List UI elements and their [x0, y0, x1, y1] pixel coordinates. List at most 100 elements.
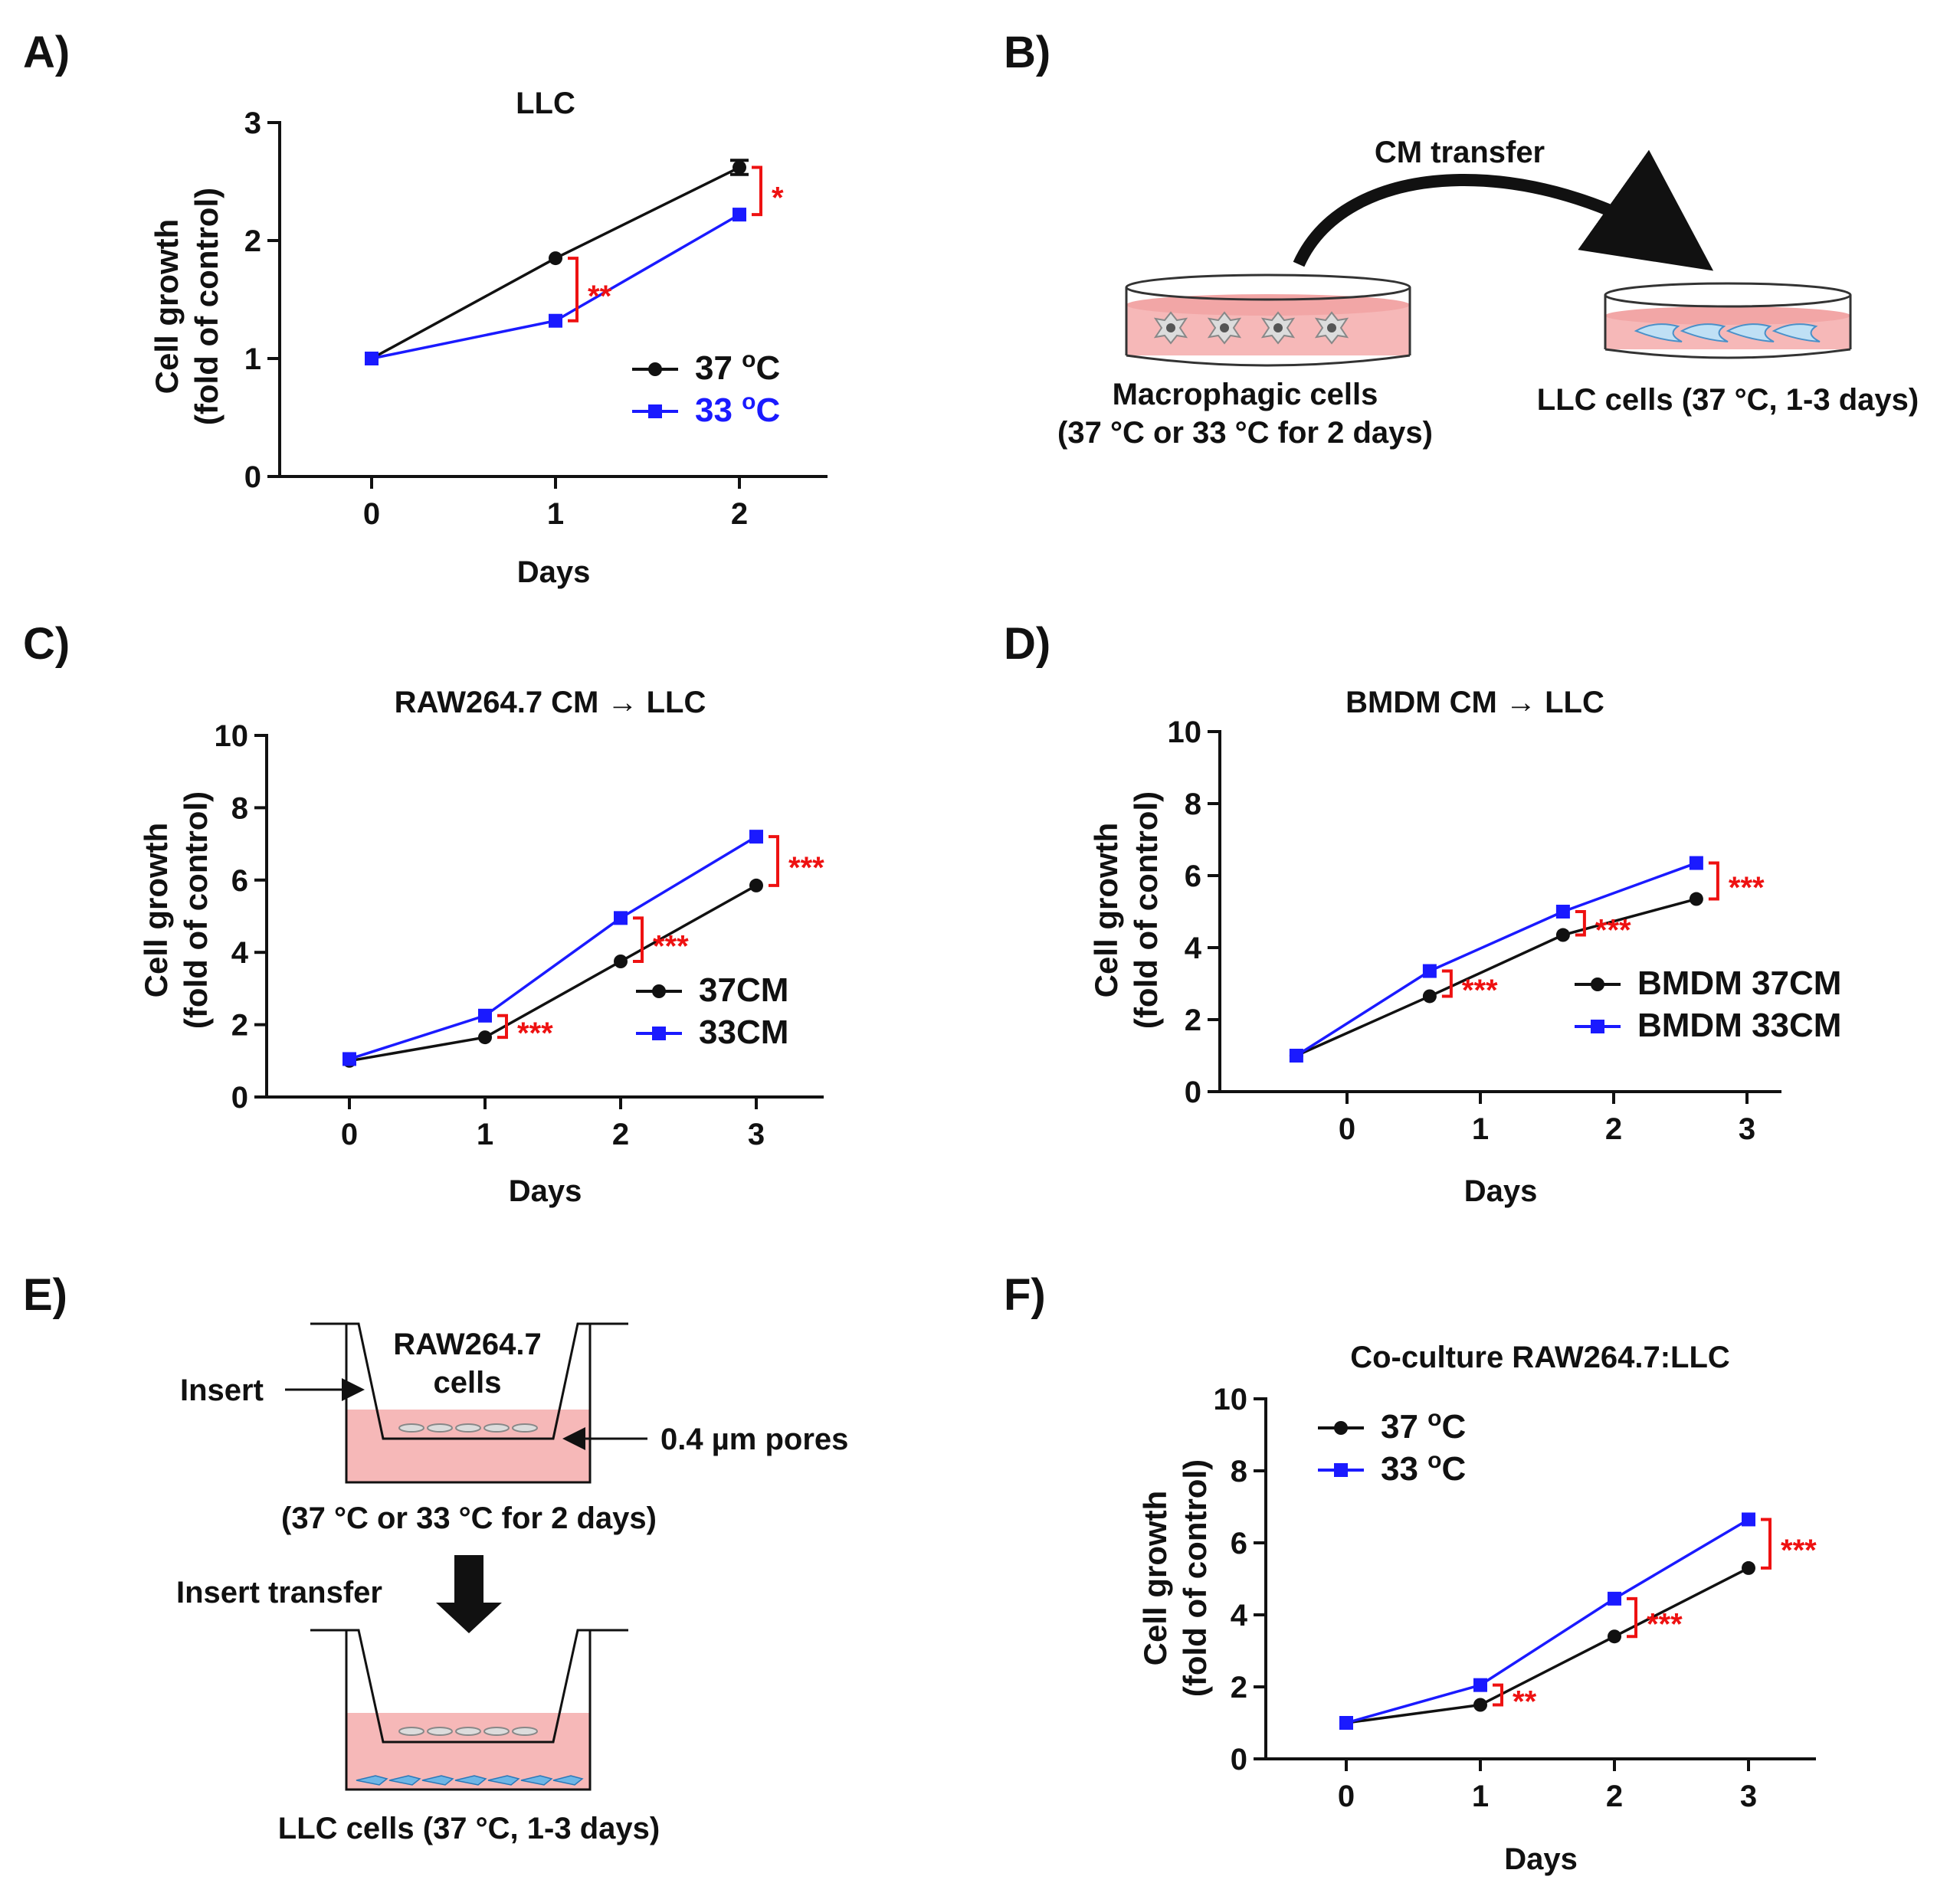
chart-d: BMDM CM → LLC 0 2 4 6 8 10 0 1 2 3 Days Cell growth(… — [1088, 686, 1841, 1208]
chart-d-ytick-label: 6 — [1185, 860, 1201, 893]
chart-f-sig-bracket-0 — [1493, 1683, 1503, 1707]
chart-f-legend-1-marker — [1334, 1463, 1348, 1477]
insert-label: Insert — [180, 1374, 264, 1407]
bottom-label: LLC cells (37 °C, 1-3 days) — [278, 1812, 660, 1845]
chart-a-sig-bracket-1 — [752, 165, 762, 217]
chart-d-series-1-point — [1555, 905, 1570, 919]
panel-label-a: A) — [23, 28, 70, 77]
chart-c-ytick-label: 2 — [231, 1009, 248, 1043]
chart-f-ytick-label: 2 — [1231, 1671, 1247, 1704]
chart-c-sig-bracket-2 — [769, 835, 779, 887]
chart-f-ytick-label: 8 — [1231, 1455, 1247, 1488]
top-insert-cells — [398, 1423, 538, 1433]
top-insert-outline — [310, 1322, 628, 1440]
chart-f-xtick-label: 2 — [1606, 1780, 1623, 1813]
bottom-well-outline — [345, 1630, 592, 1791]
chart-d-legend-0-label: BMDM 37CM — [1637, 964, 1841, 1002]
chart-d-title: BMDM CM → LLC — [1345, 686, 1604, 719]
chart-c-xlabel: Days — [509, 1174, 582, 1208]
panel-label-d: D) — [1004, 619, 1050, 669]
chart-a-legend-0-label: 37 oC — [695, 347, 780, 388]
chart-a-legend-0-marker — [648, 362, 662, 376]
right-dish — [1604, 282, 1852, 359]
chart-c-ytick-label: 0 — [231, 1081, 248, 1115]
chart-a-series-1-line — [371, 213, 740, 360]
cm-transfer-arrow — [1293, 149, 1714, 271]
chart-d-ylabel-2: (fold of control) — [1128, 791, 1164, 1029]
chart-f-ylabel-2: (fold of control) — [1177, 1459, 1213, 1697]
chart-f-sig-bracket-1 — [1627, 1596, 1637, 1639]
chart-c-ylabel-1: Cell growth — [138, 823, 174, 998]
chart-a-series-1-point — [365, 352, 379, 365]
chart-a-legend-1-marker — [648, 404, 662, 418]
chart-d-series-1-point — [1689, 856, 1703, 870]
chart-f-xtick-label: 0 — [1338, 1780, 1355, 1813]
chart-d-xlabel: Days — [1464, 1174, 1538, 1208]
chart-f-legend-0-label: 37 oC — [1381, 1406, 1466, 1446]
chart-f-series-0-line — [1345, 1567, 1749, 1724]
chart-d-series-0-line — [1296, 897, 1697, 1057]
chart-a-xtick-label: 2 — [731, 497, 748, 531]
chart-c-series-0-point — [749, 878, 763, 892]
chart-a: LLC 0 1 2 3 0 1 2 Days Cell growth (fold of contro… — [149, 87, 828, 589]
chart-f-legend-1-label: 33 oC — [1381, 1448, 1466, 1488]
chart-c-ylabel-2: (fold of control) — [178, 791, 214, 1029]
chart-a-xlabel: Days — [517, 555, 591, 589]
chart-d-legend-0-marker — [1591, 977, 1604, 991]
chart-f-series-1-line — [1345, 1518, 1749, 1724]
chart-d-legend-1-label: BMDM 33CM — [1637, 1007, 1841, 1044]
chart-f-xtick-label: 3 — [1740, 1780, 1757, 1813]
chart-c-ytick-label: 10 — [215, 719, 249, 753]
left-dish-bottom — [1126, 354, 1411, 367]
chart-d-series-1-point — [1422, 964, 1437, 978]
chart-c-series-0-point — [614, 955, 628, 968]
chart-d-ytick-label: 0 — [1185, 1076, 1201, 1109]
left-dish-label-1: Macrophagic cells — [1113, 378, 1378, 411]
panel-label-f: F) — [1004, 1270, 1046, 1320]
chart-c-series-0-point — [478, 1030, 492, 1045]
chart-f-sig-label-1: *** — [1647, 1608, 1683, 1642]
chart-c-xtick-label: 3 — [748, 1118, 765, 1151]
chart-c-sig-bracket-0 — [497, 1013, 508, 1040]
chart-f-ytick-label: 10 — [1214, 1383, 1248, 1416]
right-dish-bottom — [1604, 348, 1851, 359]
pores-label: 0.4 µm pores — [660, 1423, 848, 1456]
right-dish-rim — [1604, 282, 1852, 308]
chart-d-legend-1-marker — [1591, 1020, 1604, 1033]
chart-a-ytick-label: 0 — [244, 460, 261, 494]
chart-d-sig-label-2: *** — [1729, 871, 1765, 905]
top-well-medium — [346, 1410, 590, 1482]
right-dish-medium-top — [1605, 306, 1850, 325]
chart-c-sig-label-0: *** — [517, 1017, 553, 1050]
chart-a-title: LLC — [516, 87, 575, 120]
chart-c-series-0-line — [349, 884, 757, 1063]
chart-a-sig-label-1: * — [772, 181, 784, 214]
chart-c: RAW264.7 CM → LLC 0 2 4 6 8 10 0 1 2 3 Days Cell gro… — [138, 686, 824, 1208]
chart-d-sig-bracket-2 — [1708, 861, 1719, 901]
diagram-b: CM transfer Macrophagic cells (37 °C or … — [1057, 136, 1919, 450]
chart-f-series-0-point — [1742, 1560, 1755, 1575]
chart-a-sig-bracket-0 — [568, 257, 578, 323]
insert-transfer-arrow — [436, 1555, 502, 1633]
chart-c-sig-bracket-1 — [633, 916, 644, 963]
chart-a-sig-label-0: ** — [588, 280, 612, 313]
chart-a-legend-1-label: 33 oC — [695, 389, 780, 430]
chart-f-series-1-point — [1339, 1716, 1353, 1730]
chart-d-ylabel-1: Cell growth — [1088, 823, 1124, 998]
chart-f-ytick-label: 4 — [1231, 1599, 1248, 1632]
bottom-insert-cells — [398, 1727, 538, 1736]
chart-d-sig-bracket-1 — [1575, 910, 1586, 937]
chart-a-series-1-point — [549, 313, 562, 328]
chart-f-xtick-label: 1 — [1472, 1780, 1489, 1813]
cm-transfer-label: CM transfer — [1375, 136, 1545, 169]
chart-f: Co-culture RAW264.7:LLC 0 2 4 6 8 10 0 1 2 3 Days Ce… — [1137, 1341, 1817, 1876]
chart-d-series-0-point — [1689, 892, 1703, 906]
chart-c-xtick-label: 2 — [612, 1118, 629, 1151]
chart-a-ytick-label: 3 — [244, 106, 261, 140]
chart-f-series-1-point — [1608, 1591, 1621, 1606]
chart-d-series-1-line — [1295, 861, 1697, 1057]
chart-a-ylabel-2: (fold of control) — [188, 188, 225, 425]
insert-transfer-label: Insert transfer — [176, 1576, 382, 1609]
chart-f-ylabel-1: Cell growth — [1137, 1491, 1173, 1666]
